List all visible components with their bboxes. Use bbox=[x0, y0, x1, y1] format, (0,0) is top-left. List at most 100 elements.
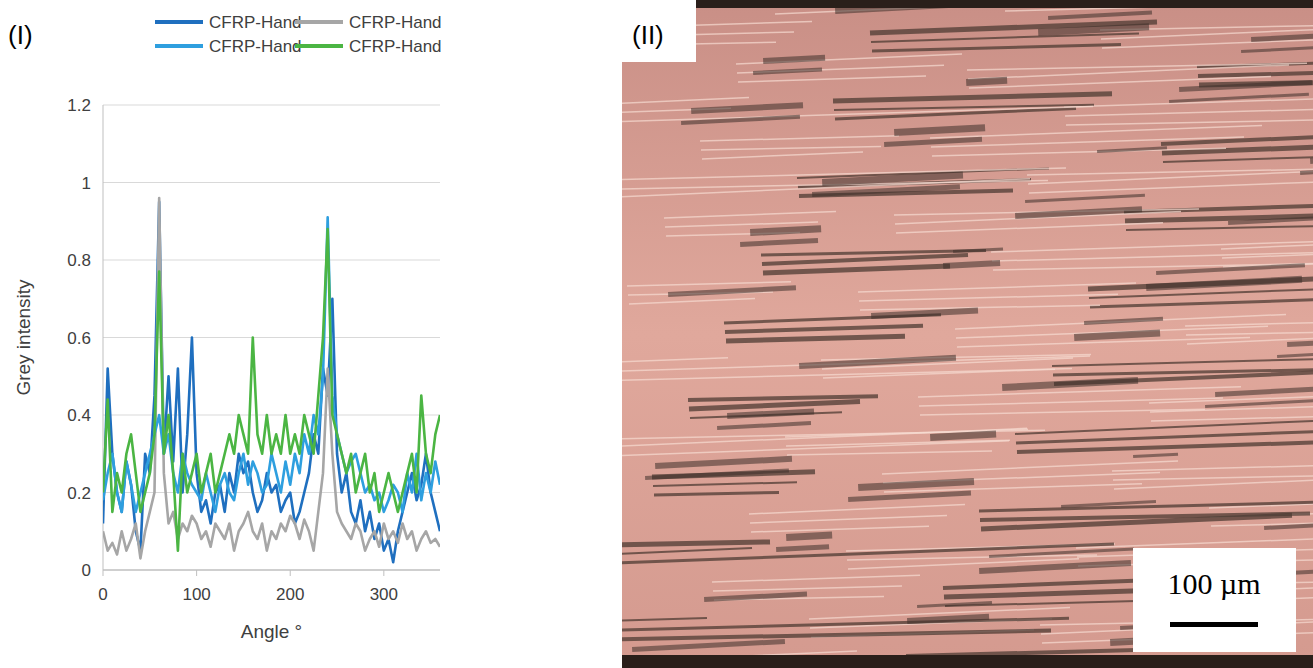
fibre-streak bbox=[622, 428, 1027, 449]
fibre-streak bbox=[665, 222, 818, 227]
panel-label: (I) bbox=[8, 20, 33, 50]
fibre-streak bbox=[992, 252, 1313, 261]
series-line bbox=[103, 198, 440, 558]
fibre-streak bbox=[762, 255, 968, 264]
fibre-streak bbox=[932, 148, 1226, 156]
matrix-patch bbox=[717, 421, 811, 430]
fibre-streak bbox=[787, 451, 992, 455]
fibre-streak bbox=[622, 618, 1069, 631]
matrix-patch bbox=[1310, 156, 1313, 164]
fibre-streak bbox=[1149, 386, 1313, 403]
matrix-patch bbox=[1133, 453, 1178, 458]
matrix-patch bbox=[1241, 45, 1313, 53]
fibre-streak bbox=[871, 33, 1139, 42]
matrix-patch bbox=[894, 124, 985, 136]
fibre-streak bbox=[763, 266, 950, 273]
fibre-streak bbox=[622, 542, 770, 545]
matrix-patch bbox=[727, 408, 814, 419]
fibre-streak bbox=[726, 336, 905, 341]
fibre-streak bbox=[1162, 137, 1313, 153]
matrix-patch bbox=[907, 614, 989, 624]
matrix-patch bbox=[1264, 522, 1313, 530]
matrix-patch bbox=[812, 184, 960, 197]
fibre-streak bbox=[1029, 180, 1313, 193]
matrix-patch bbox=[858, 478, 974, 491]
matrix-patch bbox=[753, 67, 822, 75]
matrix-patch bbox=[691, 102, 803, 114]
x-tick bbox=[196, 570, 197, 576]
matrix-patch bbox=[1179, 80, 1312, 92]
matrix-patch bbox=[1169, 93, 1309, 103]
fibre-streak bbox=[689, 401, 860, 409]
matrix-patch bbox=[786, 532, 832, 541]
x-tick-label: 300 bbox=[370, 585, 398, 604]
scale-bar-label: 100 µm bbox=[1167, 567, 1260, 600]
matrix-patch bbox=[1097, 146, 1167, 153]
fibre-streak bbox=[751, 526, 929, 532]
grid-line bbox=[103, 182, 440, 183]
matrix-patch bbox=[917, 601, 992, 608]
fibre-streak bbox=[1028, 168, 1313, 184]
matrix-patch bbox=[953, 247, 1003, 253]
matrix-patch bbox=[1156, 263, 1305, 275]
matrix-patch bbox=[681, 115, 800, 125]
legend: CFRP-HandCFRP-HandCFRP-HandCFRP-Hand bbox=[155, 13, 442, 56]
y-tick-label: 0 bbox=[82, 561, 91, 580]
fibre-streak bbox=[725, 326, 923, 332]
matrix-patch bbox=[884, 137, 982, 147]
fibre-streak bbox=[919, 398, 1223, 406]
fibre-streak bbox=[1016, 429, 1313, 443]
y-axis-title: Grey intensity bbox=[13, 279, 34, 396]
fibre-streak bbox=[701, 146, 881, 150]
fibre-streak bbox=[1017, 441, 1313, 452]
fibre-streak bbox=[1112, 460, 1313, 471]
fibre-streak bbox=[622, 441, 1009, 458]
fibre-streak bbox=[859, 294, 1118, 301]
matrix-patch bbox=[668, 285, 796, 297]
legend-label: CFRP-Hand bbox=[349, 37, 442, 56]
matrix-patch bbox=[1215, 386, 1313, 397]
fibre-streak bbox=[1090, 295, 1313, 307]
x-tick-label: 100 bbox=[182, 585, 210, 604]
fibre-streak bbox=[664, 211, 836, 218]
fibre-streak bbox=[749, 504, 965, 514]
fibre-streak bbox=[627, 282, 791, 286]
fibre-streak bbox=[629, 298, 755, 304]
fibre-streak bbox=[653, 482, 797, 486]
matrix-patch bbox=[740, 238, 818, 247]
x-axis-title: Angle ° bbox=[241, 621, 302, 642]
fibre-streak bbox=[622, 98, 749, 104]
fibre-streak bbox=[882, 461, 1178, 474]
matrix-patch bbox=[776, 544, 829, 552]
matrix-patch bbox=[1300, 168, 1313, 175]
fibre-streak bbox=[858, 283, 1136, 292]
matrix-patch bbox=[822, 172, 963, 186]
x-tick bbox=[103, 570, 104, 576]
fibre-streak bbox=[1221, 227, 1313, 249]
fibre-streak bbox=[713, 586, 902, 591]
fibre-streak bbox=[738, 76, 926, 82]
matrix-patch bbox=[763, 55, 825, 64]
fibre-streak bbox=[1163, 149, 1313, 162]
fibre-streak bbox=[872, 45, 1121, 51]
fibre-streak bbox=[991, 241, 1313, 252]
matrix-patch bbox=[966, 77, 1007, 86]
fibre-streak bbox=[1151, 411, 1313, 421]
fibre-streak bbox=[918, 387, 1241, 397]
x-tick-label: 200 bbox=[276, 585, 304, 604]
x-axis-line bbox=[103, 570, 440, 571]
y-tick-label: 1 bbox=[82, 174, 91, 193]
plot-area bbox=[103, 198, 440, 562]
y-tick-label: 0.2 bbox=[67, 484, 91, 503]
label-patch bbox=[622, 0, 696, 62]
y-tick-label: 0.4 bbox=[67, 406, 91, 425]
matrix-patch bbox=[655, 456, 792, 469]
legend-label: CFRP-Hand bbox=[209, 13, 302, 32]
fibre-streak bbox=[622, 430, 1045, 440]
series-line bbox=[103, 217, 440, 512]
fibre-streak bbox=[700, 136, 899, 141]
fibre-streak bbox=[702, 152, 863, 159]
panel-label: (II) bbox=[632, 20, 664, 50]
grid-line bbox=[103, 337, 440, 338]
fibre-streak bbox=[622, 631, 1051, 640]
